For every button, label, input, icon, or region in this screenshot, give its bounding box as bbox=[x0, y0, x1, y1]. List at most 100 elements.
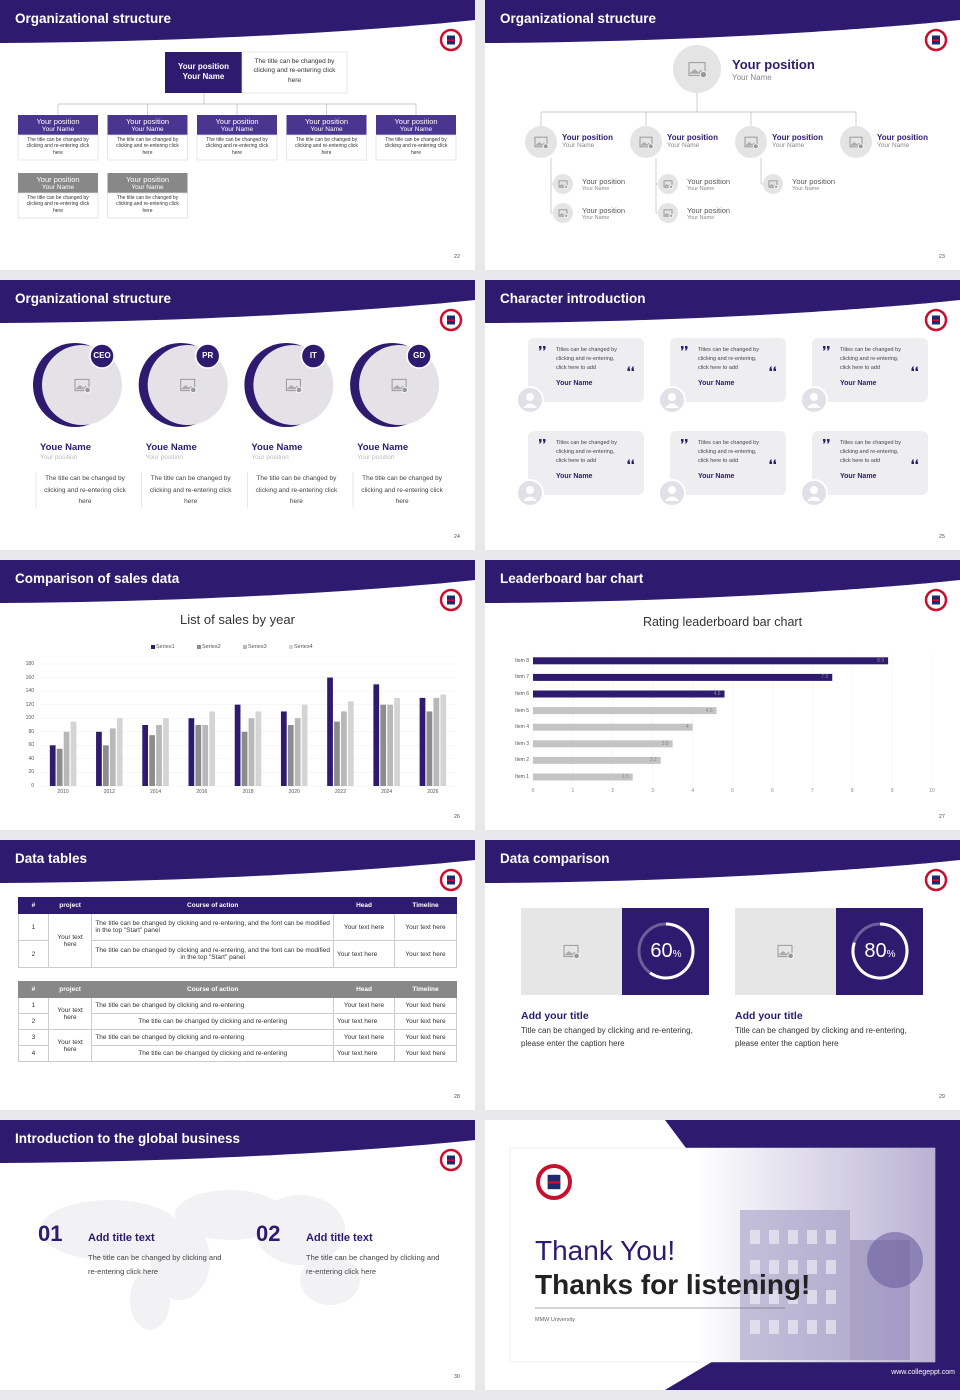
cell: Your text here bbox=[333, 940, 395, 968]
y-tick-label: Item 3 bbox=[515, 740, 529, 747]
position-box bbox=[197, 115, 277, 135]
note-box bbox=[107, 134, 188, 161]
logo bbox=[547, 1181, 561, 1184]
page-number: 28 bbox=[453, 1094, 460, 1100]
position-box bbox=[165, 52, 242, 93]
bar bbox=[533, 756, 661, 764]
page-number: 24 bbox=[453, 534, 460, 540]
avatar bbox=[523, 496, 537, 501]
slide-graphics bbox=[509, 1120, 960, 1390]
quote-mark bbox=[911, 366, 918, 371]
item-title: Add title text bbox=[306, 1232, 373, 1244]
name: Your Name bbox=[399, 126, 433, 133]
header-cell: Course of action bbox=[91, 981, 335, 998]
avatar bbox=[658, 203, 678, 223]
note: The title can be changed by clicking and… bbox=[253, 58, 336, 84]
name: Your Name bbox=[698, 473, 735, 480]
y-tick-label: 40 bbox=[28, 755, 34, 762]
logo bbox=[447, 319, 455, 321]
legend-swatch bbox=[151, 645, 155, 649]
bar bbox=[287, 725, 294, 786]
image-icon bbox=[774, 184, 779, 189]
note: The title can be changed by clicking and… bbox=[295, 137, 358, 156]
image-icon bbox=[573, 952, 580, 960]
name: Your Name bbox=[792, 186, 820, 192]
avatar bbox=[658, 174, 678, 194]
position: Your position bbox=[792, 177, 836, 186]
page-number: 26 bbox=[453, 814, 460, 820]
cell: The title can be changed by clicking and… bbox=[91, 1029, 335, 1046]
quote-box bbox=[812, 431, 928, 495]
position: Your position bbox=[251, 454, 289, 461]
item-title: Add your title bbox=[521, 1010, 589, 1022]
y-tick-label: 0 bbox=[31, 783, 34, 789]
name: Your Name bbox=[840, 380, 877, 387]
item-number: 01 bbox=[38, 1221, 63, 1246]
avatar bbox=[526, 393, 534, 401]
quote-mark bbox=[627, 366, 634, 371]
bar bbox=[394, 697, 400, 786]
position: Your position bbox=[877, 133, 928, 142]
x-tick-label: 2010 bbox=[57, 789, 69, 795]
table-row: 3 Your text here The title can be changed … bbox=[18, 1029, 458, 1062]
header-cell: # bbox=[18, 981, 49, 998]
table-row: 4 The title can be changed by clicking an… bbox=[18, 1045, 458, 1062]
bar bbox=[163, 718, 169, 786]
slide-title: Organizational structure bbox=[15, 291, 172, 306]
note: The title can be changed by clicking and… bbox=[205, 137, 269, 156]
value-label: 3.5 bbox=[661, 740, 669, 747]
header-cell: project bbox=[47, 897, 93, 914]
table-row: 1 Your text here The title can be changed … bbox=[18, 997, 458, 1030]
slide-title: Data comparison bbox=[500, 851, 610, 866]
name: Youe Name bbox=[40, 442, 92, 453]
badge bbox=[300, 343, 327, 369]
position: Your position bbox=[145, 454, 184, 461]
cell: 4 bbox=[18, 1045, 49, 1062]
image-icon bbox=[295, 386, 303, 394]
y-tick-label: 120 bbox=[25, 701, 34, 708]
cell: Your text here bbox=[47, 1029, 93, 1062]
slide-graphics bbox=[0, 1120, 475, 1330]
value-label: 4.8 bbox=[713, 691, 721, 697]
cell: Your text here bbox=[393, 913, 458, 941]
quote-box bbox=[812, 338, 928, 402]
x-tick-label: 2014 bbox=[149, 789, 162, 795]
header-row: # project Course of action Head Timeline bbox=[18, 897, 458, 914]
quote-mark bbox=[539, 346, 546, 351]
bar bbox=[373, 684, 380, 786]
name: Your Name bbox=[562, 142, 595, 149]
quote-box bbox=[528, 431, 644, 495]
name: Your Name bbox=[41, 126, 75, 133]
bar bbox=[433, 697, 440, 786]
bar bbox=[334, 721, 340, 786]
name: Your Name bbox=[840, 473, 877, 480]
chart-title: List of sales by year bbox=[180, 612, 295, 627]
avatar bbox=[525, 126, 557, 158]
bar bbox=[380, 704, 387, 786]
badge bbox=[89, 343, 115, 369]
cell: Your text here bbox=[47, 913, 93, 968]
image-panel bbox=[735, 908, 836, 995]
name: Your Name bbox=[131, 126, 164, 133]
bar bbox=[327, 677, 333, 786]
slide-title: Data tables bbox=[15, 851, 88, 866]
header-cell: Head bbox=[333, 981, 395, 998]
slide: Comparison of sales data 26 List of sales … bbox=[0, 560, 475, 830]
cell: 1 bbox=[18, 997, 49, 1014]
quote-text: Titles can be changed by clicking and re… bbox=[840, 347, 901, 371]
bar bbox=[70, 721, 77, 786]
logo bbox=[447, 1159, 455, 1161]
note: The title can be changed by clicking and… bbox=[149, 475, 232, 506]
bar bbox=[533, 740, 673, 748]
x-tick-label: 2022 bbox=[334, 789, 346, 795]
y-tick-label: 140 bbox=[25, 688, 34, 695]
page-number: 22 bbox=[453, 254, 460, 260]
quote-text: Titles can be changed by clicking and re… bbox=[698, 347, 759, 371]
badge bbox=[194, 343, 221, 369]
name: Your Name bbox=[687, 215, 715, 221]
header-cell: Timeline bbox=[393, 897, 458, 914]
image-icon bbox=[542, 143, 549, 150]
window bbox=[750, 1260, 760, 1274]
avatar bbox=[526, 486, 534, 494]
